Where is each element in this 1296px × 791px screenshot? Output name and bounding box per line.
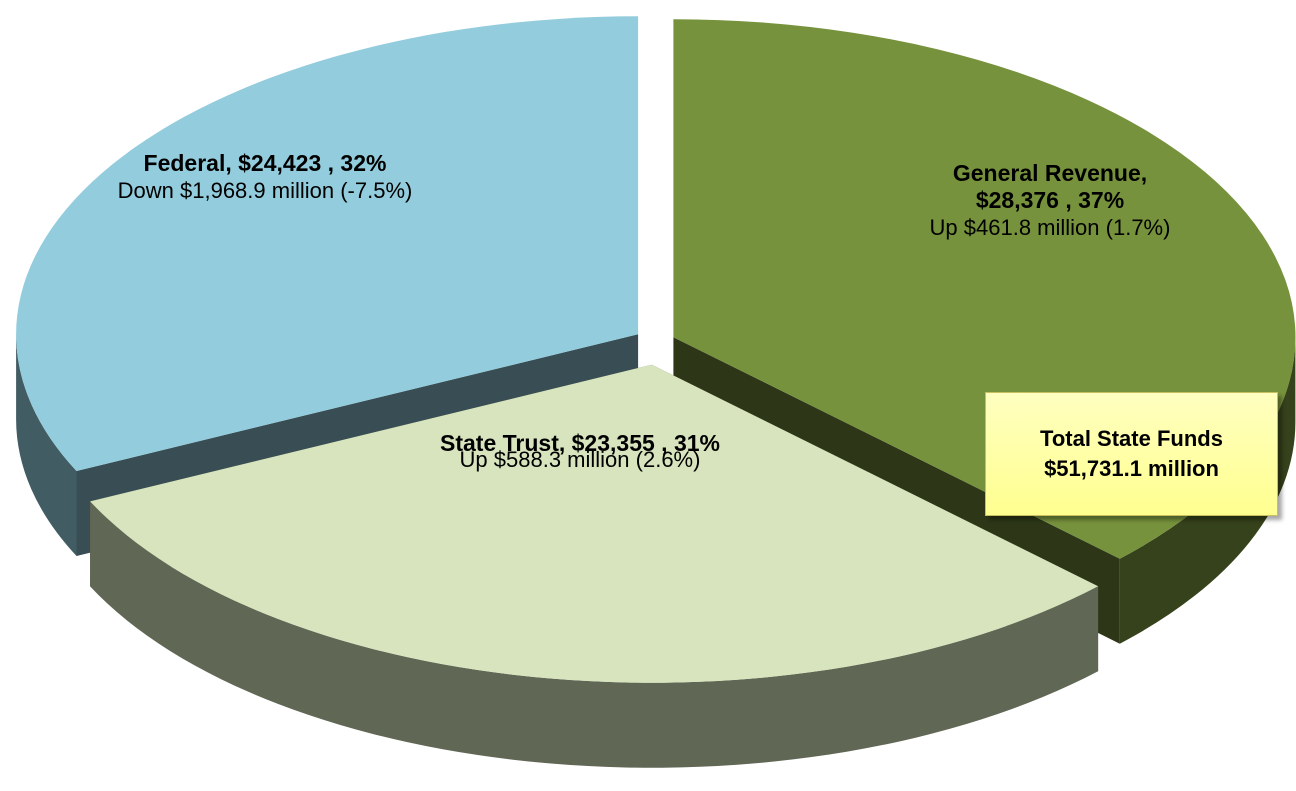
data-label: Federal, $24,423 , 32% xyxy=(143,150,387,176)
annotation: Up $588.3 million (2.6%) xyxy=(459,447,701,472)
annotation: Up $461.8 million (1.7%) xyxy=(929,215,1171,240)
callout-box: Total State Funds $51,731.1 million xyxy=(985,392,1278,516)
pie-slice xyxy=(16,16,639,472)
slice-label-group: General Revenue, $28,376 , 37% Up $461.8… xyxy=(870,160,1230,241)
callout-title: Total State Funds xyxy=(1040,426,1223,451)
callout-value: $51,731.1 million xyxy=(1044,456,1219,481)
pie-slice xyxy=(90,364,1099,683)
slice-outer-wall xyxy=(16,334,77,556)
slice-outer-wall xyxy=(1119,337,1296,644)
data-label: State Trust, $23,355 , 31% xyxy=(440,430,720,456)
slice-label-group: State Trust, $23,355 , 31% Up $588.3 mil… xyxy=(400,428,760,473)
data-label: General Revenue, $28,376 , 37% xyxy=(952,160,1148,213)
annotation: Down $1,968.9 million (-7.5%) xyxy=(117,178,413,203)
slice-label-group: Federal, $24,423 , 32% Down $1,968.9 mil… xyxy=(55,150,475,204)
slice-outer-wall xyxy=(90,501,1099,768)
